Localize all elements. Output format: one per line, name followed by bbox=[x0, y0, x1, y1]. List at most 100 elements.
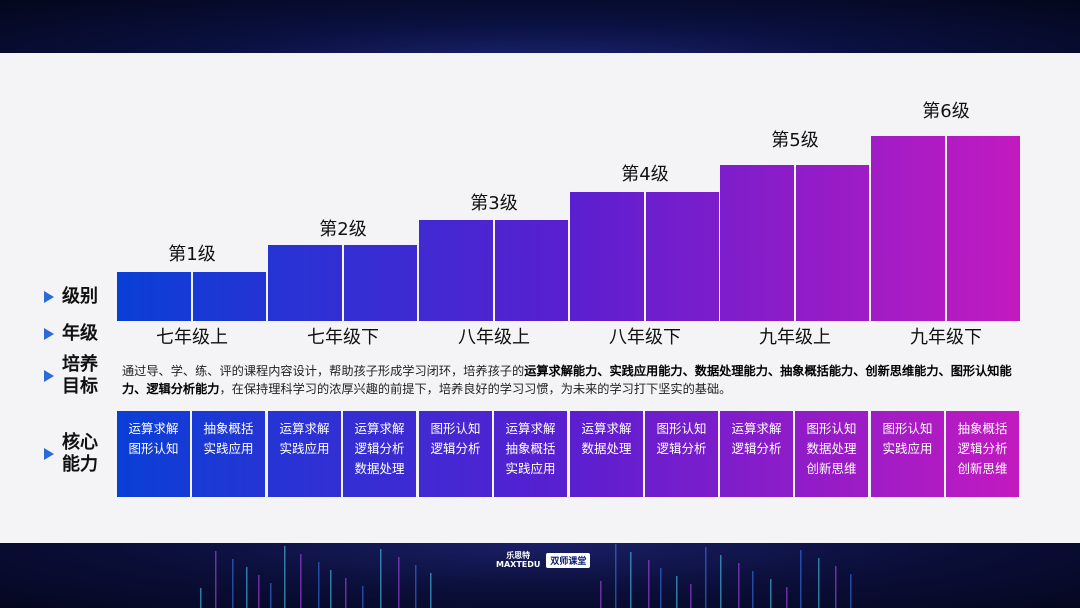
ability-item: 运算求解 bbox=[505, 421, 556, 436]
light-streak bbox=[615, 544, 617, 608]
bar-divider bbox=[190, 272, 193, 321]
goal-text-bold: 运算求解能力、实践应用能力、数据处理能力、抽象概括能力、创新思维能力、图形认知能… bbox=[122, 364, 1012, 396]
bar-divider bbox=[643, 192, 646, 321]
light-streak bbox=[330, 570, 332, 608]
light-streak bbox=[786, 587, 788, 608]
row-label-grade-text: 年级 bbox=[62, 323, 98, 344]
row-label-ability-line2: 能力 bbox=[62, 454, 98, 475]
ability-item: 实践应用 bbox=[505, 461, 556, 476]
bar-divider bbox=[492, 220, 495, 321]
light-streak bbox=[720, 555, 722, 608]
row-label-ability-line1: 核心 bbox=[62, 432, 98, 453]
light-streak bbox=[676, 576, 678, 608]
ability-item: 逻辑分析 bbox=[430, 441, 481, 456]
ability-box: 抽象概括 实践应用 bbox=[192, 411, 265, 497]
light-streak bbox=[380, 549, 382, 608]
ability-box: 图形认知 数据处理 创新思维 bbox=[795, 411, 868, 497]
ability-item: 逻辑分析 bbox=[957, 441, 1008, 456]
ability-item: 数据处理 bbox=[806, 441, 857, 456]
light-streak bbox=[690, 584, 692, 608]
ability-item: 抽象概括 bbox=[203, 421, 254, 436]
triangle-bullet-icon bbox=[44, 448, 54, 460]
ability-item: 实践应用 bbox=[203, 441, 254, 456]
ability-box: 图形认知 逻辑分析 bbox=[645, 411, 718, 497]
ability-item: 运算求解 bbox=[128, 421, 179, 436]
ability-box: 运算求解 逻辑分析 bbox=[720, 411, 793, 497]
light-streak bbox=[345, 578, 347, 608]
level-label-5: 第5级 bbox=[771, 130, 819, 151]
ability-box: 运算求解 数据处理 bbox=[570, 411, 643, 497]
ability-item: 实践应用 bbox=[279, 441, 330, 456]
ability-item: 图形认知 bbox=[882, 421, 933, 436]
level-label-4: 第4级 bbox=[621, 164, 669, 185]
ability-item: 运算求解 bbox=[354, 421, 405, 436]
ability-box: 运算求解抽象概括实践应用 bbox=[494, 411, 567, 497]
row-label-grade: 年级 bbox=[44, 323, 114, 345]
level-label-6: 第6级 bbox=[922, 101, 970, 122]
level-bar-2 bbox=[268, 245, 417, 321]
light-streak bbox=[738, 563, 740, 608]
goal-description: 通过导、学、练、评的课程内容设计，帮助孩子形成学习闭环，培养孩子的运算求解能力、… bbox=[122, 362, 1022, 398]
bottom-decor-band bbox=[0, 543, 1080, 608]
light-streaks-decor bbox=[200, 544, 852, 608]
ability-item: 图形认知 bbox=[806, 421, 857, 436]
light-streak bbox=[318, 562, 320, 608]
row-label-level: 级别 bbox=[44, 286, 114, 308]
ability-box: 运算求解 实践应用 bbox=[268, 411, 341, 497]
light-streak bbox=[415, 565, 417, 608]
light-streak bbox=[300, 554, 302, 608]
triangle-bullet-icon bbox=[44, 291, 54, 303]
light-streak bbox=[648, 560, 650, 608]
light-streak bbox=[630, 552, 632, 608]
grade-label-4: 八年级下 bbox=[609, 327, 681, 348]
ability-item: 运算求解 bbox=[731, 421, 782, 436]
grade-label-6: 九年级下 bbox=[910, 327, 982, 348]
bar-divider bbox=[341, 245, 344, 321]
top-decor-band bbox=[0, 0, 1080, 53]
ability-item: 抽象概括 bbox=[505, 441, 556, 456]
ability-item: 数据处理 bbox=[354, 461, 405, 476]
goal-text-part2: ，在保持理科学习的浓厚兴趣的前提下，培养良好的学习习惯，为未来的学习打下坚实的基… bbox=[219, 382, 732, 396]
ability-box: 运算求解逻辑分析数据处理 bbox=[343, 411, 416, 497]
light-streak bbox=[430, 573, 432, 608]
light-streak bbox=[850, 574, 852, 608]
ability-item: 数据处理 bbox=[581, 441, 632, 456]
ability-item: 抽象概括 bbox=[957, 421, 1008, 436]
ability-item: 逻辑分析 bbox=[656, 441, 707, 456]
row-label-goal-line1: 培养 bbox=[62, 354, 98, 375]
level-bar-5 bbox=[720, 165, 869, 321]
grade-label-3: 八年级上 bbox=[458, 327, 530, 348]
row-label-goal-line2: 目标 bbox=[62, 376, 98, 397]
ability-item: 图形认知 bbox=[128, 441, 179, 456]
level-label-1: 第1级 bbox=[168, 244, 216, 265]
light-streak bbox=[246, 567, 248, 608]
row-label-level-text: 级别 bbox=[62, 286, 98, 307]
light-streak bbox=[284, 546, 286, 608]
ability-box: 图形认知 实践应用 bbox=[871, 411, 944, 497]
brand-logo: 乐思特 MAXTEDU bbox=[496, 551, 540, 569]
brand-logo-line1: 乐思特 bbox=[506, 551, 531, 560]
light-streak bbox=[362, 586, 364, 608]
light-streak bbox=[705, 547, 707, 608]
grade-label-1: 七年级上 bbox=[156, 327, 228, 348]
light-streak bbox=[752, 571, 754, 608]
grade-label-5: 九年级上 bbox=[759, 327, 831, 348]
ability-item: 实践应用 bbox=[882, 441, 933, 456]
level-bar-4 bbox=[570, 192, 719, 321]
light-streak bbox=[200, 588, 202, 608]
ability-item: 逻辑分析 bbox=[731, 441, 782, 456]
ability-box: 图形认知 逻辑分析 bbox=[419, 411, 492, 497]
bar-divider bbox=[944, 136, 947, 321]
triangle-bullet-icon bbox=[44, 370, 54, 382]
grade-label-2: 七年级下 bbox=[307, 327, 379, 348]
brand-area: 乐思特 MAXTEDU 双师课堂 bbox=[496, 549, 591, 571]
light-streak bbox=[835, 566, 837, 608]
ability-item: 逻辑分析 bbox=[354, 441, 405, 456]
brand-badge: 双师课堂 bbox=[546, 552, 591, 568]
light-streak bbox=[215, 551, 217, 608]
light-streak bbox=[258, 575, 260, 608]
level-bar-6 bbox=[871, 136, 1020, 321]
triangle-bullet-icon bbox=[44, 328, 54, 340]
light-streak bbox=[600, 581, 602, 608]
